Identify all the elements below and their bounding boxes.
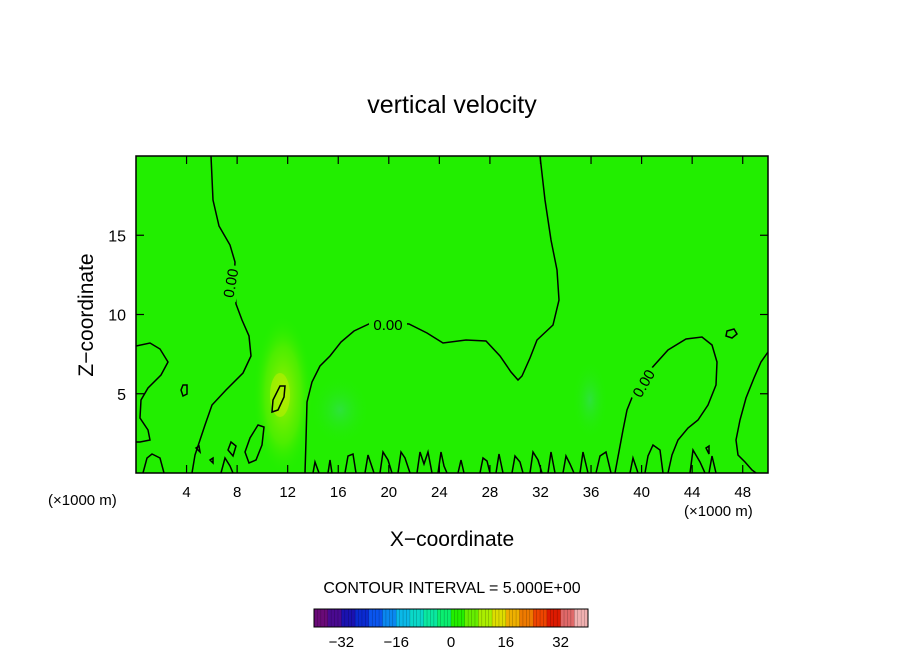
- x-tick-label: 40: [633, 484, 650, 501]
- y-axis-label: Z−coordinate: [75, 253, 98, 376]
- contour-left-upper: [191, 156, 252, 473]
- y-tick-label: 15: [108, 228, 126, 245]
- contour-interval-text: CONTOUR INTERVAL = 5.000E+00: [323, 580, 580, 597]
- contour-warm-lower: [244, 424, 265, 465]
- colorbar-swatch: [560, 609, 575, 627]
- x-tick-label: 48: [734, 484, 751, 501]
- x-tick-label: 4: [182, 484, 190, 501]
- x-axis: 4 8 12 16 20 24 28 32 36 40 44 48: [182, 156, 751, 501]
- colorbar-swatch: [464, 609, 479, 627]
- colorbar-swatch: [492, 609, 507, 627]
- colorbar-swatch: [437, 609, 452, 627]
- colorbar: −32 −16 0 16 32: [313, 608, 589, 651]
- colorbar-swatch: [423, 609, 438, 627]
- colorbar-tick-label: 0: [447, 634, 455, 651]
- x-axis-label: X−coordinate: [390, 528, 514, 551]
- colorbar-swatch: [478, 609, 493, 627]
- colorbar-tick-label: 32: [552, 634, 569, 651]
- x-unit-left: (×1000 m): [48, 492, 117, 509]
- x-tick-label: 32: [532, 484, 549, 501]
- colorbar-swatch: [546, 609, 562, 627]
- contour-label-left: 0.00: [218, 263, 243, 303]
- colorbar-tick-label: −16: [383, 634, 408, 651]
- contour-center: [304, 156, 560, 473]
- field-background: [136, 156, 768, 473]
- field-layer: 0.00 0.00 0.00: [136, 156, 768, 473]
- colorbar-tick-label: 16: [497, 634, 514, 651]
- contour-right-edge: [735, 351, 768, 473]
- colorbar-swatch: [341, 609, 356, 627]
- colorbar-swatch: [327, 609, 342, 627]
- contour-label-left-text: 0.00: [221, 267, 243, 299]
- contour-speckles: [142, 440, 717, 473]
- x-tick-label: 16: [330, 484, 347, 501]
- contour-small-left: [180, 384, 188, 398]
- colorbar-swatch: [519, 609, 534, 627]
- contour-small-right: [725, 328, 738, 339]
- warm-core: [270, 373, 290, 417]
- colorbar-swatch: [505, 609, 520, 627]
- x-tick-label: 20: [380, 484, 397, 501]
- contour-lines: [136, 156, 768, 473]
- colorbar-frame: [313, 608, 589, 628]
- colorbar-tick-label: −32: [329, 634, 354, 651]
- colorbar-swatch: [409, 609, 425, 627]
- cool-region-left: [310, 375, 370, 445]
- chart-title: vertical velocity: [367, 91, 537, 119]
- x-tick-label: 24: [431, 484, 448, 501]
- contour-labels: 0.00 0.00 0.00: [218, 263, 660, 404]
- colorbar-swatch: [451, 609, 466, 627]
- x-tick-label: 12: [279, 484, 296, 501]
- y-axis: 5 10 15: [108, 228, 768, 404]
- y-tick-label: 5: [117, 387, 126, 404]
- x-tick-label: 36: [583, 484, 600, 501]
- colorbar-swatch: [382, 609, 397, 627]
- colorbar-swatch: [314, 609, 329, 627]
- contour-label-center: 0.00: [369, 315, 407, 334]
- colorbar-swatch: [533, 609, 548, 627]
- contour-warm-upper: [271, 385, 286, 414]
- x-unit-right: (×1000 m): [684, 503, 753, 520]
- colorbar-swatch: [368, 609, 383, 627]
- cool-region-right: [572, 360, 608, 440]
- colorbar-swatch: [396, 609, 411, 627]
- x-tick-label: 28: [482, 484, 499, 501]
- colorbar-swatch: [355, 609, 370, 627]
- y-tick-label: 10: [108, 308, 126, 325]
- contour-left-edge: [136, 342, 169, 443]
- contour-label-center-text: 0.00: [373, 317, 402, 334]
- colorbar-swatch: [574, 609, 589, 627]
- x-tick-label: 8: [233, 484, 241, 501]
- x-tick-label: 44: [684, 484, 701, 501]
